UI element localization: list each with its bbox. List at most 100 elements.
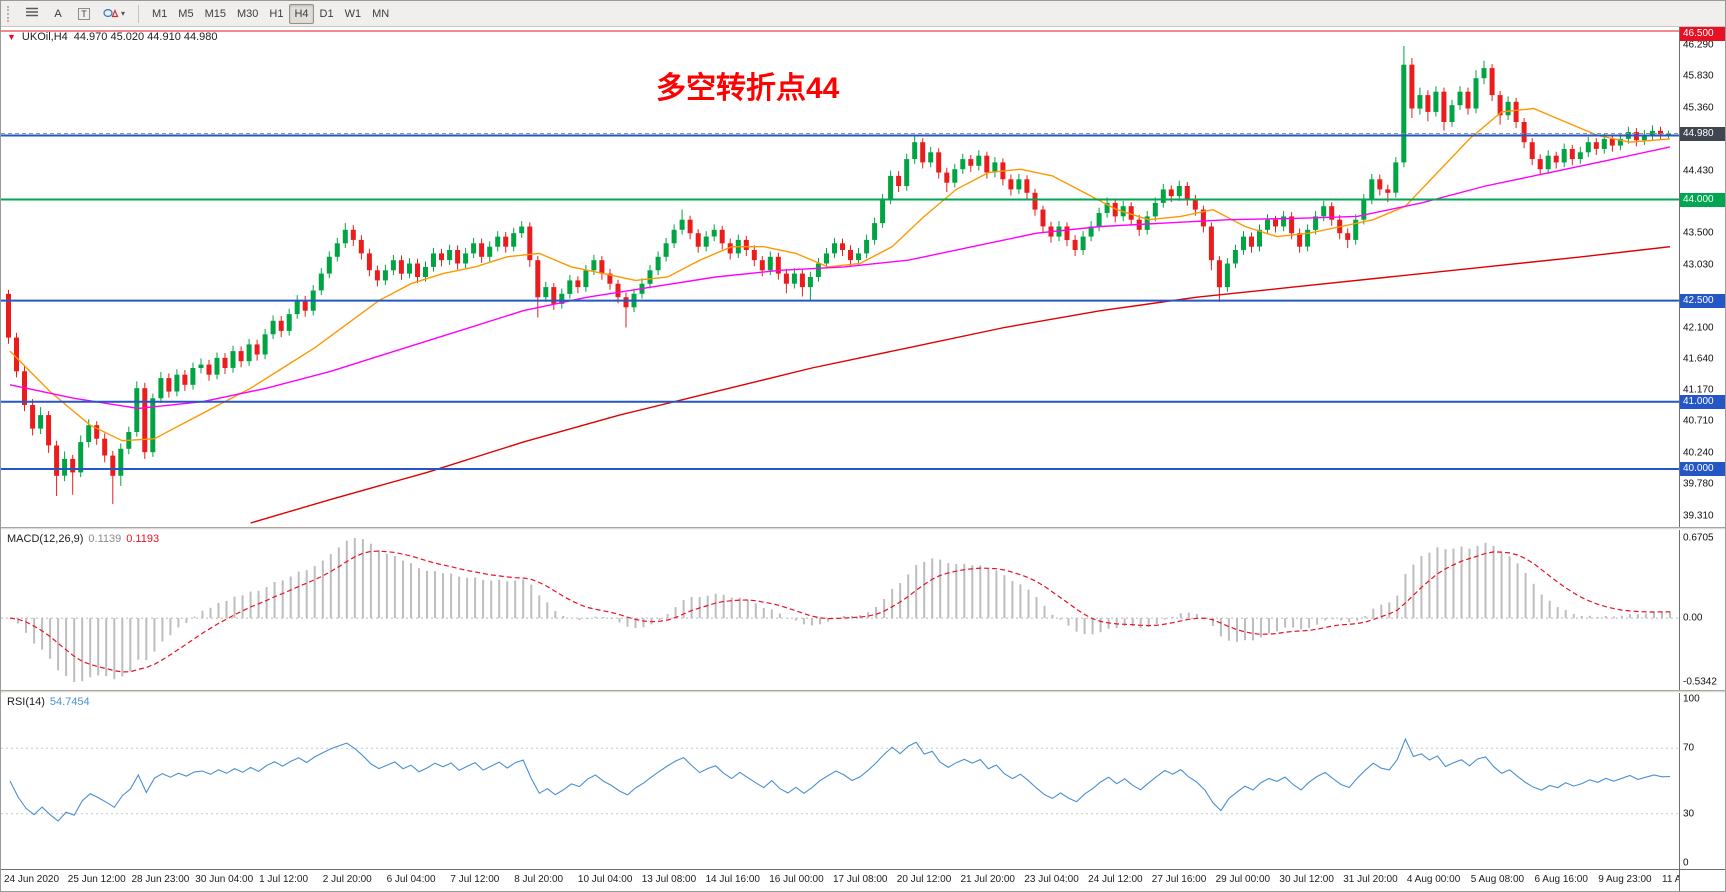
- price-tag-46.500: 46.500: [1680, 27, 1725, 41]
- price-tag-41.000: 41.000: [1680, 394, 1725, 409]
- time-tick-label: 29 Jul 00:00: [1215, 874, 1271, 885]
- price-tick-label: 40.240: [1683, 447, 1714, 459]
- rsi-axis[interactable]: 100 70 30 0: [1679, 693, 1725, 869]
- chevron-down-icon: ▾: [121, 9, 126, 18]
- time-tick-label: 4 Aug 00:00: [1406, 874, 1461, 885]
- rsi-pane[interactable]: RSI(14) 54.7454: [1, 693, 1679, 869]
- timeframe-M1[interactable]: M1: [147, 4, 172, 24]
- timeframe-M30[interactable]: M30: [232, 4, 263, 24]
- timeframe-M15[interactable]: M15: [200, 4, 231, 24]
- time-tick-label: 21 Jul 20:00: [960, 874, 1016, 885]
- time-tick-label: 30 Jul 12:00: [1279, 874, 1334, 885]
- macd-histogram: [17, 538, 1671, 682]
- pane-separator[interactable]: [1, 527, 1725, 530]
- text-tool-label: A: [54, 7, 62, 20]
- macd-value-signal: 0.1193: [126, 533, 160, 545]
- time-tick-label: 14 Jul 16:00: [705, 874, 761, 885]
- macd-tick-label: 0.00: [1683, 612, 1703, 624]
- axis-corner: [1679, 869, 1725, 891]
- price-tag-40.000: 40.000: [1680, 462, 1725, 476]
- rsi-canvas[interactable]: [1, 693, 1679, 869]
- price-tick-label: 40.710: [1683, 415, 1714, 427]
- time-tick-label: 20 Jul 12:00: [896, 874, 952, 885]
- macd-canvas[interactable]: [1, 530, 1679, 690]
- timeframe-bar: M1 M5 M15 M30 H1 H4 D1 W1 MN: [147, 3, 394, 24]
- timeframe-M5[interactable]: M5: [173, 4, 198, 24]
- time-tick-label: 25 Jun 12:00: [67, 874, 126, 885]
- rsi-label: RSI(14) 54.7454: [7, 696, 90, 708]
- chart-grid: ▼ UKOil,H4 44.970 45.020 44.910 44.980 多…: [1, 27, 1725, 891]
- time-tick-label: 28 Jun 23:00: [131, 874, 190, 885]
- time-tick-label: 6 Jul 04:00: [386, 874, 436, 885]
- price-tick-label: 44.430: [1683, 165, 1714, 176]
- price-tick-label: 41.170: [1683, 384, 1714, 396]
- chart-objects-button[interactable]: [20, 4, 44, 24]
- text-label-icon: T: [78, 7, 90, 20]
- symbol-label: ▼ UKOil,H4 44.970 45.020 44.910 44.980: [7, 31, 218, 43]
- macd-signal-line: [9, 550, 1671, 673]
- macd-value-histogram: 0.1139: [88, 533, 122, 545]
- sell-arrow-icon: ▼: [7, 31, 16, 42]
- macd-tick-label: -0.5342: [1683, 676, 1717, 688]
- candles-series[interactable]: [6, 45, 1671, 505]
- time-tick-label: 6 Aug 16:00: [1534, 874, 1588, 885]
- macd-tick-label: 0.6705: [1683, 532, 1714, 544]
- toolbar: A T ▾ M1 M5 M15 M30 H1 H4 D1 W1 MN: [1, 1, 1725, 27]
- time-tick-label: 27 Jul 16:00: [1151, 874, 1207, 885]
- time-tick-label: 24 Jul 12:00: [1088, 874, 1143, 885]
- price-tick-label: 45.830: [1683, 70, 1714, 82]
- time-tick-label: 31 Jul 20:00: [1343, 874, 1398, 885]
- text-tool-button[interactable]: A: [46, 4, 70, 24]
- price-tick-label: 41.640: [1683, 353, 1714, 364]
- price-tag-44.980: 44.980: [1680, 126, 1725, 141]
- symbol-name: UKOil,H4: [21, 31, 68, 43]
- price-tick-label: 39.310: [1683, 510, 1714, 521]
- shapes-tool-button[interactable]: ▾: [98, 4, 130, 24]
- rsi-tick-label: 70: [1683, 742, 1695, 754]
- time-tick-label: 2 Jul 20:00: [322, 874, 372, 885]
- time-tick-label: 23 Jul 04:00: [1024, 874, 1079, 885]
- price-axis[interactable]: 46.290 45.830 45.360 44.430 43.500 43.030 42.1…: [1679, 27, 1725, 527]
- time-tick-label: 13 Jul 08:00: [641, 874, 697, 885]
- price-tag-44.000: 44.000: [1680, 192, 1725, 207]
- symbol-ohlc: 44.970 45.020 44.910 44.980: [73, 31, 218, 43]
- price-tick-label: 46.290: [1683, 39, 1714, 51]
- rsi-value: 54.7454: [49, 696, 90, 708]
- rsi-tick-label: 30: [1683, 808, 1695, 820]
- pane-separator[interactable]: [1, 690, 1725, 693]
- timeframe-H4[interactable]: H4: [289, 3, 314, 24]
- macd-axis[interactable]: 0.6705 0.00 -0.5342: [1679, 530, 1725, 690]
- list-lines-icon: [25, 6, 39, 21]
- toolbar-separator: [138, 4, 140, 23]
- time-tick-label: 5 Aug 08:00: [1470, 874, 1525, 885]
- slow-ma-line: [250, 246, 1671, 524]
- annotation-text[interactable]: 多空转折点44: [656, 72, 840, 105]
- time-tick-label: 9 Aug 23:00: [1598, 874, 1652, 885]
- fast-ma-line: [9, 107, 1671, 442]
- rsi-tick-label: 100: [1683, 693, 1700, 705]
- rsi-tick-label: 0: [1683, 857, 1689, 869]
- rsi-name: RSI(14): [7, 696, 45, 708]
- price-tick-label: 42.100: [1683, 322, 1714, 333]
- price-chart-canvas[interactable]: [1, 27, 1679, 527]
- toolbar-grip[interactable]: [7, 5, 13, 22]
- text-label-tool-button[interactable]: T: [72, 4, 96, 24]
- time-tick-label: 30 Jun 04:00: [195, 874, 254, 885]
- price-chart-pane[interactable]: ▼ UKOil,H4 44.970 45.020 44.910 44.980 多…: [1, 27, 1679, 527]
- time-tick-label: 8 Jul 20:00: [514, 874, 564, 885]
- timeframe-H1[interactable]: H1: [264, 4, 288, 24]
- macd-pane[interactable]: MACD(12,26,9) 0.1139 0.1193: [1, 530, 1679, 690]
- time-axis[interactable]: 24 Jun 2020 25 Jun 12:00 28 Jun 23:00 30 Ju…: [1, 869, 1679, 891]
- timeframe-MN[interactable]: MN: [367, 4, 394, 24]
- macd-name: MACD(12,26,9): [7, 533, 84, 545]
- time-tick-label: 24 Jun 2020: [4, 874, 60, 885]
- rsi-line: [9, 737, 1671, 822]
- time-tick-label: 10 Jul 04:00: [577, 874, 633, 885]
- price-tick-label: 43.030: [1683, 259, 1714, 271]
- time-tick-label: 7 Jul 12:00: [450, 874, 500, 885]
- timeframe-W1[interactable]: W1: [340, 4, 367, 24]
- macd-label: MACD(12,26,9) 0.1139 0.1193: [7, 533, 159, 545]
- timeframe-D1[interactable]: D1: [315, 4, 339, 24]
- price-tick-label: 43.500: [1683, 227, 1714, 239]
